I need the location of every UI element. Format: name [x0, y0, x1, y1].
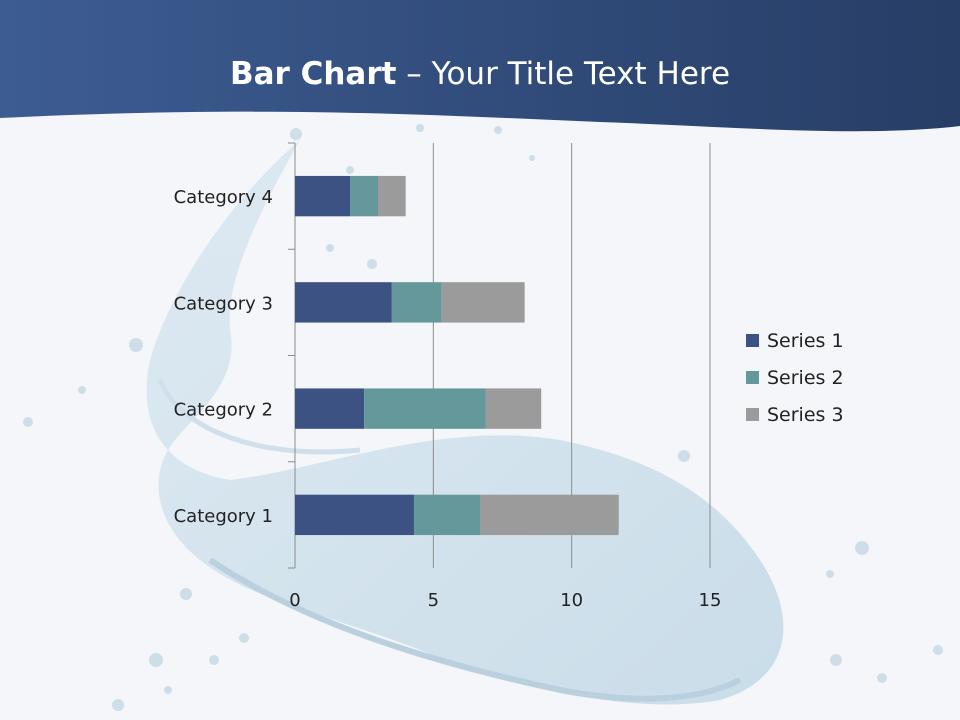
legend-swatch — [746, 371, 759, 384]
legend-item-series-3: Series 3 — [746, 396, 844, 433]
legend-swatch — [746, 334, 759, 347]
bar-series-1-category-1 — [295, 494, 414, 536]
category-label: Category 3 — [174, 293, 273, 314]
bar-series-2-category-3 — [391, 282, 442, 323]
legend-label: Series 1 — [767, 329, 844, 352]
title-bold: Bar Chart — [229, 56, 397, 92]
water-splash-graphic — [23, 124, 943, 711]
bar-series-1-category-3 — [295, 282, 392, 323]
title-rest: – Your Title Text Here — [396, 56, 731, 92]
chart-legend: Series 1 Series 2 Series 3 — [746, 322, 844, 433]
category-label: Category 1 — [174, 506, 273, 527]
header-band — [0, 0, 960, 132]
bar-series-3-category-3 — [441, 282, 525, 323]
bar-series-1-category-2 — [295, 388, 365, 429]
x-tick-label: 10 — [560, 590, 583, 611]
legend-swatch — [746, 408, 759, 421]
x-tick-label: 0 — [289, 590, 300, 611]
x-tick-label: 15 — [699, 590, 722, 611]
x-tick-label: 5 — [428, 590, 439, 611]
bar-series-3-category-1 — [480, 494, 619, 536]
slide-title: Bar Chart – Your Title Text Here — [0, 52, 960, 96]
legend-label: Series 2 — [767, 366, 844, 389]
category-label: Category 4 — [174, 187, 273, 208]
bar-series-3-category-4 — [378, 175, 406, 217]
legend-item-series-1: Series 1 — [746, 322, 844, 359]
category-label: Category 2 — [174, 400, 273, 421]
legend-label: Series 3 — [767, 403, 844, 426]
bar-series-2-category-2 — [364, 388, 486, 429]
bar-series-2-category-4 — [350, 175, 378, 217]
bar-series-2-category-1 — [413, 494, 481, 536]
bar-series-1-category-4 — [295, 175, 351, 217]
bar-series-3-category-2 — [485, 388, 542, 429]
legend-item-series-2: Series 2 — [746, 359, 844, 396]
